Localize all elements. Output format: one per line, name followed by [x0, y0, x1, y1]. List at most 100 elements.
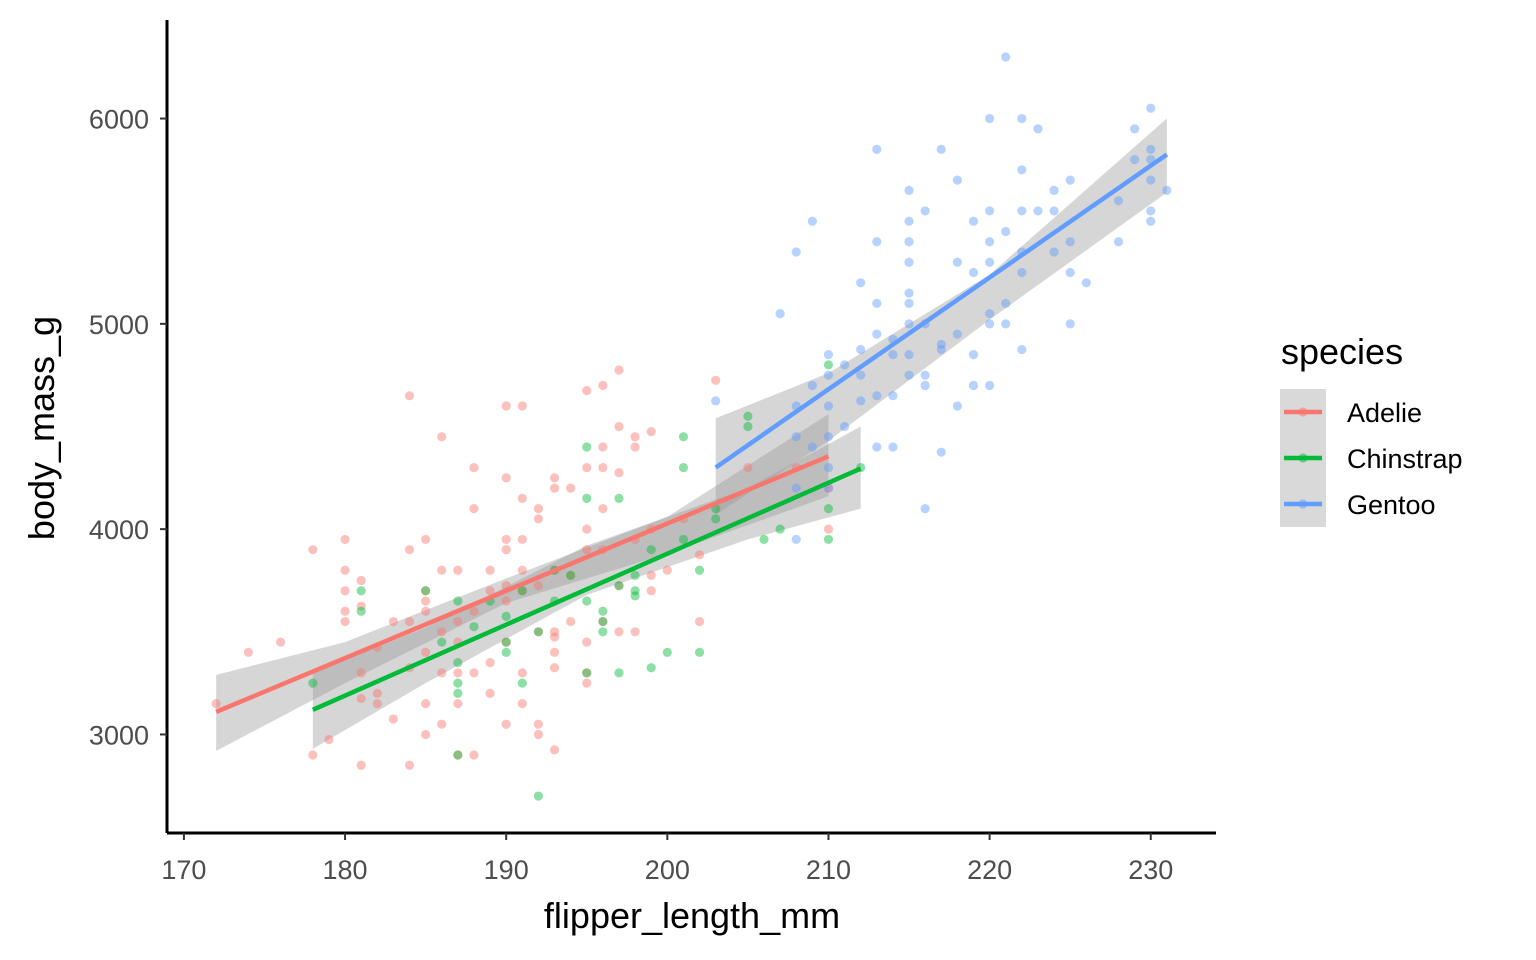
gentoo-point — [985, 237, 995, 247]
gentoo-point — [791, 483, 801, 493]
chinstrap-point — [614, 668, 624, 678]
gentoo-point — [791, 534, 801, 545]
legend-label-gentoo: Gentoo — [1347, 490, 1436, 520]
legend-point-adelie — [1298, 407, 1308, 417]
chinstrap-point — [598, 606, 608, 616]
adelie-point — [421, 699, 431, 709]
gentoo-point — [920, 206, 930, 216]
chinstrap-point — [582, 442, 592, 452]
adelie-point — [517, 565, 527, 575]
chinstrap-point — [501, 611, 511, 622]
adelie-point — [485, 688, 495, 698]
adelie-point — [549, 627, 560, 637]
gentoo-point — [807, 216, 817, 226]
adelie-point — [598, 442, 608, 452]
legend-point-chinstrap — [1298, 453, 1308, 463]
chinstrap-point — [694, 565, 705, 575]
adelie-point — [340, 565, 350, 575]
adelie-point — [453, 699, 463, 709]
gentoo-point — [1065, 175, 1075, 185]
adelie-point — [501, 534, 511, 545]
gentoo-point — [968, 350, 979, 360]
gentoo-point — [936, 344, 946, 355]
gentoo-point — [1146, 103, 1156, 113]
chinstrap-point — [356, 606, 366, 616]
adelie-point — [549, 663, 560, 673]
adelie-point — [582, 524, 592, 534]
chinstrap-point — [678, 432, 689, 442]
chinstrap-point — [501, 647, 511, 657]
adelie-point — [598, 616, 608, 627]
gentoo-point — [872, 144, 882, 154]
gentoo-point — [968, 380, 979, 391]
chinstrap-point — [453, 678, 463, 688]
gentoo-point — [920, 370, 930, 380]
adelie-point — [533, 729, 544, 740]
legend: species Adelie Chinstrap Gentoo — [1280, 331, 1463, 527]
adelie-point — [501, 637, 511, 647]
adelie-point — [469, 606, 479, 616]
gentoo-point — [936, 447, 946, 457]
adelie-point — [372, 688, 382, 698]
legend-label-adelie: Adelie — [1347, 398, 1422, 428]
adelie-point — [404, 545, 415, 555]
chinstrap-point — [308, 678, 318, 688]
gentoo-point — [872, 442, 882, 452]
adelie-point — [388, 714, 398, 724]
legend-point-gentoo — [1298, 499, 1308, 509]
x-ticks: 170 180 190 200 210 220 230 — [161, 833, 1173, 885]
y-tick-label: 6000 — [89, 105, 149, 135]
gentoo-point — [1017, 267, 1027, 278]
gentoo-point — [872, 298, 882, 308]
adelie-point — [533, 504, 544, 514]
gentoo-point — [856, 344, 866, 355]
gentoo-point — [791, 432, 801, 442]
adelie-point — [485, 657, 495, 668]
gentoo-point — [823, 462, 834, 473]
gentoo-point — [1065, 319, 1075, 329]
adelie-point — [356, 668, 366, 678]
adelie-point — [566, 483, 576, 493]
chinstrap-point — [421, 586, 431, 596]
adelie-point — [453, 668, 463, 678]
gentoo-fit-line — [714, 152, 1169, 470]
chinstrap-point — [678, 534, 689, 545]
chinstrap-fit-line — [311, 466, 862, 712]
adelie-point — [630, 432, 640, 442]
adelie-point — [469, 750, 479, 760]
gentoo-point — [904, 350, 914, 360]
gentoo-point — [1017, 206, 1027, 216]
gentoo-point — [1001, 319, 1011, 329]
adelie-point — [308, 545, 318, 555]
chinstrap-point — [662, 647, 672, 657]
gentoo-point — [1146, 216, 1156, 226]
adelie-fit-line — [215, 454, 830, 714]
adelie-point — [533, 719, 544, 729]
adelie-point — [549, 483, 560, 493]
adelie-point — [566, 570, 576, 580]
gentoo-point — [985, 257, 995, 267]
chinstrap-point — [501, 637, 511, 647]
adelie-point — [646, 586, 656, 596]
adelie-point — [356, 575, 366, 586]
gentoo-point — [791, 247, 801, 257]
adelie-point — [388, 616, 398, 627]
chinstrap-point — [453, 688, 463, 698]
gentoo-point — [1146, 206, 1156, 216]
adelie-point — [549, 473, 560, 483]
chinstrap-point — [453, 596, 463, 606]
gentoo-point — [872, 237, 882, 247]
chinstrap-point — [598, 616, 608, 627]
gentoo-point — [904, 298, 914, 308]
adelie-point — [356, 693, 366, 704]
gentoo-point — [856, 396, 866, 406]
chinstrap-point — [743, 421, 753, 432]
gentoo-point — [1049, 247, 1059, 257]
chinstrap-point — [646, 545, 656, 555]
adelie-point — [421, 729, 431, 740]
gentoo-point — [952, 401, 962, 411]
x-tick-label: 180 — [323, 855, 368, 885]
chinstrap-point — [823, 360, 834, 370]
adelie-point — [276, 637, 286, 647]
gentoo-point — [775, 308, 785, 319]
